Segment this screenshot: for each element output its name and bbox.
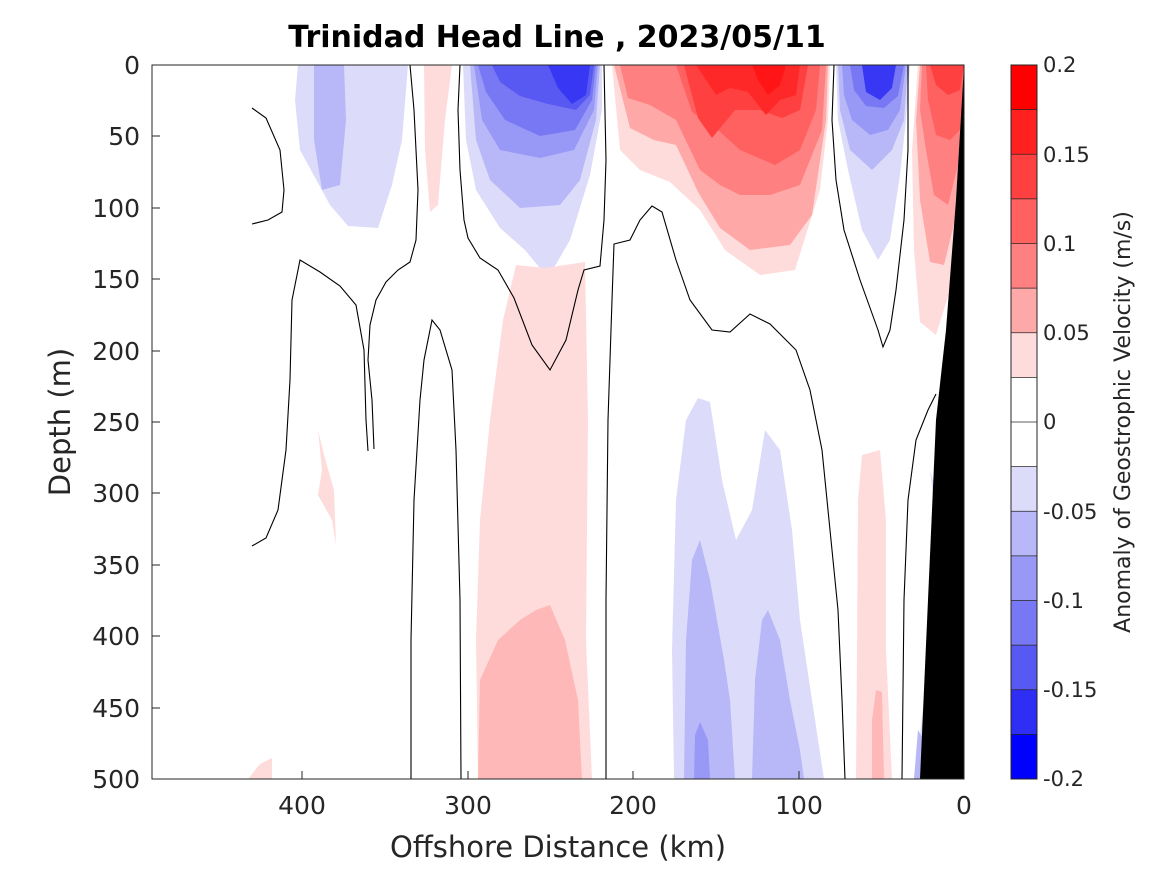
x-tick-label: 200 — [609, 791, 657, 820]
y-tick-label: 450 — [92, 694, 140, 723]
colorbar-label: Anomaly of Geostrophic Velocity (m/s) — [1111, 211, 1136, 633]
negative-eddy-center — [548, 65, 590, 104]
y-tick-label: 500 — [92, 765, 140, 794]
colorbar-segment — [1011, 466, 1037, 512]
x-tick-label: 0 — [956, 791, 972, 820]
colorbar-segment — [1011, 555, 1037, 601]
zero-contour-f — [605, 205, 846, 779]
zero-contour-a — [251, 107, 285, 225]
colorbar-segment — [1011, 689, 1037, 735]
colorbar-frame — [1010, 64, 1038, 780]
x-tick-label: 300 — [444, 791, 492, 820]
y-tick-label: 50 — [108, 122, 140, 151]
colorbar-tick-label: -0.05 — [1043, 500, 1097, 524]
y-tick-label: 150 — [92, 265, 140, 294]
zero-contour-e — [410, 318, 462, 779]
zero-contour-h — [901, 393, 937, 779]
colorbar-segment — [1011, 645, 1037, 691]
positive-patch-390km — [318, 430, 336, 545]
positive-deep-300km-core — [478, 605, 582, 779]
y-tick-label: 300 — [92, 479, 140, 508]
colorbar-segment — [1011, 422, 1037, 468]
zero-contours — [251, 65, 937, 779]
colorbar-tick-label: 0.15 — [1043, 143, 1090, 167]
negative-deep-150km-core2 — [752, 610, 804, 779]
negative-cell-60km-core — [862, 65, 896, 100]
x-tick-label: 400 — [278, 791, 326, 820]
colorbar-segment — [1011, 600, 1037, 646]
positive-deep-60km-core — [872, 690, 884, 779]
colorbar-segment — [1011, 243, 1037, 289]
y-axis-label: Depth (m) — [43, 348, 77, 496]
colorbar-tick-label: 0.2 — [1043, 53, 1076, 77]
colorbar-segment — [1011, 65, 1037, 111]
positive-jet-center — [752, 65, 786, 95]
y-tick-label: 0 — [124, 51, 140, 80]
colorbar-segment — [1011, 198, 1037, 244]
negative-deep-150km-core3 — [694, 722, 710, 779]
colorbar-segment — [1011, 332, 1037, 378]
zero-contour-g — [831, 65, 909, 349]
y-tick-label: 350 — [92, 551, 140, 580]
positive-cell-320km — [424, 65, 452, 212]
positive-patch-430km — [248, 758, 272, 779]
colorbar-tick-label: -0.15 — [1043, 678, 1097, 702]
y-axis: 0 50 100 150 200 250 300 350 400 450 500… — [43, 51, 160, 794]
velocity-field — [248, 65, 964, 779]
colorbar-segment — [1011, 511, 1037, 557]
positive-deep-60km — [856, 450, 892, 779]
colorbar-tick-label: 0.05 — [1043, 321, 1090, 345]
colorbar-tick-label: -0.1 — [1043, 589, 1084, 613]
y-tick-label: 400 — [92, 622, 140, 651]
chart-title: Trinidad Head Line , 2023/05/11 — [288, 20, 825, 55]
colorbar-segment — [1011, 154, 1037, 200]
negative-deep-150km-core1 — [684, 540, 735, 779]
negative-cell-400km-core — [314, 65, 346, 190]
colorbar-segment — [1011, 109, 1037, 155]
colorbar-segment — [1011, 734, 1037, 780]
x-axis: 400 300 200 100 0 Offshore Distance (km) — [278, 771, 972, 864]
colorbar-ticks: 0.2 0.15 0.1 0.05 0 -0.05 -0.1 -0.15 -0.… — [1043, 53, 1097, 791]
x-axis-label: Offshore Distance (km) — [390, 830, 726, 864]
x-tick-label: 100 — [775, 791, 823, 820]
y-tick-label: 200 — [92, 337, 140, 366]
colorbar-segment — [1011, 377, 1037, 423]
zero-contour-d — [251, 259, 369, 547]
colorbar — [1010, 64, 1038, 780]
colorbar-segment — [1011, 288, 1037, 334]
positive-nearshore-core — [930, 65, 964, 95]
zero-contour-b — [367, 65, 419, 450]
zero-contour-c — [457, 65, 607, 372]
y-tick-label: 100 — [92, 194, 140, 223]
colorbar-tick-label: -0.2 — [1043, 767, 1084, 791]
colorbar-tick-label: 0 — [1043, 410, 1056, 434]
colorbar-tick-label: 0.1 — [1043, 232, 1076, 256]
bathymetry — [920, 65, 964, 779]
y-tick-label: 250 — [92, 408, 140, 437]
